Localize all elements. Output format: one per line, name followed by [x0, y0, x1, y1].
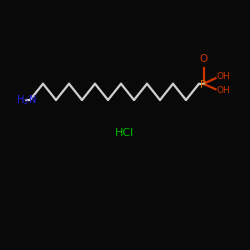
Text: OH: OH [216, 86, 230, 95]
Text: O: O [200, 54, 207, 64]
Text: OH: OH [216, 72, 230, 82]
Text: H$_2$N: H$_2$N [16, 93, 37, 107]
Text: P: P [200, 80, 206, 90]
Text: HCl: HCl [116, 128, 134, 138]
